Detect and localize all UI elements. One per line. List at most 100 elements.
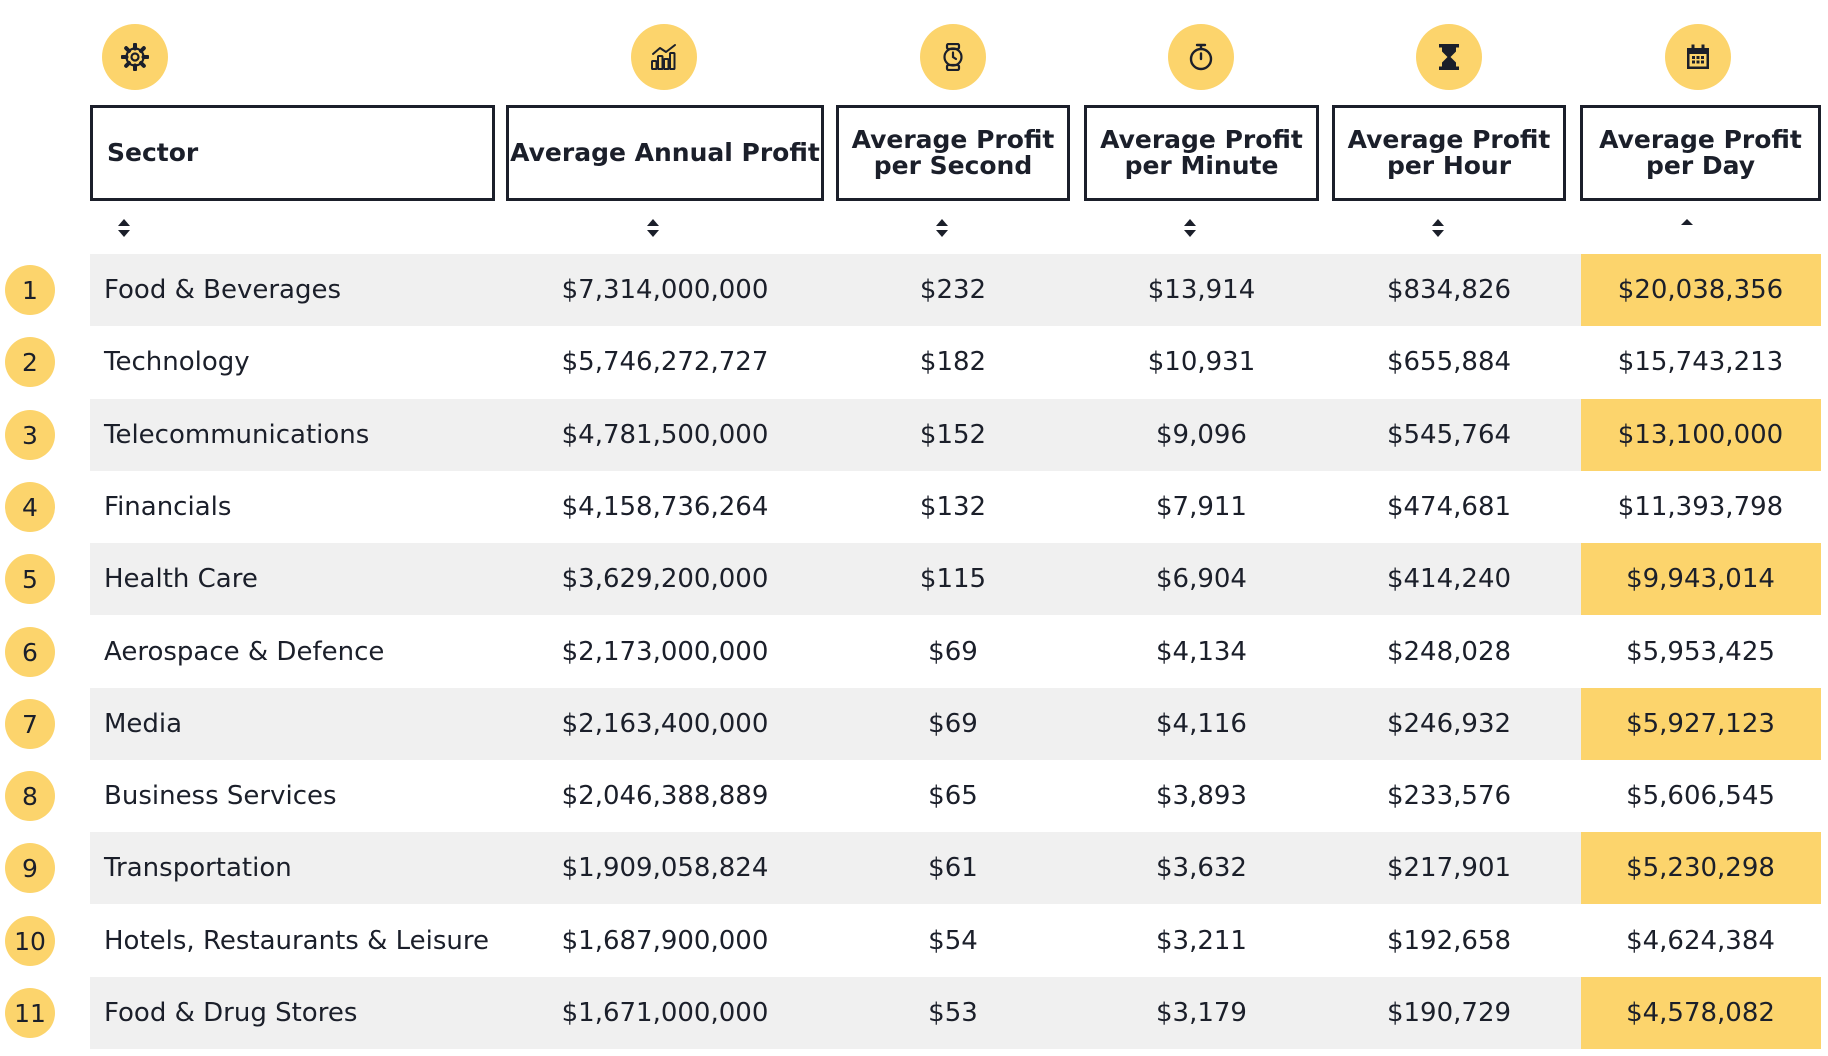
sort-icon[interactable]: [1430, 216, 1446, 240]
table-cell-annual: $5,746,272,727: [561, 347, 769, 377]
table-cell-annual: $3,629,200,000: [561, 564, 769, 594]
table-cell-annual: $1,671,000,000: [561, 998, 769, 1028]
table-cell-second: $232: [919, 275, 987, 305]
table-cell-hour: $834,826: [1386, 275, 1512, 305]
calendar-icon: [1687, 44, 1709, 69]
table-cell-annual: $2,046,388,889: [561, 781, 769, 811]
sorted-cell-highlight: [1581, 543, 1821, 615]
table-cell-sector: Business Services: [104, 781, 337, 811]
table-cell-minute: $9,096: [1156, 420, 1247, 450]
table-cell-hour: $414,240: [1386, 564, 1512, 594]
sorted-cell-highlight: [1581, 399, 1821, 471]
table-cell-minute: $3,211: [1156, 926, 1247, 956]
rank-badge: 2: [5, 337, 55, 387]
table-cell-second: $54: [928, 926, 978, 956]
table-cell-day: $5,606,545: [1626, 781, 1775, 811]
table-cell-minute: $4,116: [1156, 709, 1247, 739]
hourglass-icon: [1439, 44, 1459, 70]
table-cell-hour: $545,764: [1386, 420, 1512, 450]
table-cell-annual: $7,314,000,000: [561, 275, 769, 305]
sort-icon[interactable]: [934, 216, 950, 240]
timer-icon: [1189, 43, 1213, 71]
table-cell-hour: $217,901: [1386, 853, 1512, 883]
header-icon-circle-3: [920, 24, 986, 90]
table-cell-sector: Media: [104, 709, 183, 739]
column-header-5[interactable]: Average Profit per Hour: [1332, 105, 1566, 201]
table-cell-day: $13,100,000: [1617, 420, 1784, 450]
header-icon-circle-2: [631, 24, 697, 90]
rank-badge: 1: [5, 265, 55, 315]
table-cell-hour: $246,932: [1386, 709, 1512, 739]
table-row-stripe: [90, 399, 1821, 471]
table-row-stripe: [90, 977, 1821, 1049]
rank-badge: 7: [5, 699, 55, 749]
column-header-2[interactable]: Average Annual Profit: [506, 105, 824, 201]
table-cell-annual: $1,909,058,824: [561, 853, 769, 883]
bar-chart-icon: [651, 44, 676, 70]
table-cell-minute: $7,911: [1156, 492, 1247, 522]
table-cell-sector: Food & Beverages: [104, 275, 342, 305]
header-icon-circle-1: [102, 24, 168, 90]
table-cell-hour: $474,681: [1386, 492, 1512, 522]
table-cell-day: $5,230,298: [1626, 853, 1775, 883]
table-cell-day: $5,953,425: [1626, 637, 1775, 667]
sorted-cell-highlight: [1581, 832, 1821, 904]
table-cell-sector: Technology: [104, 347, 250, 377]
table-cell-sector: Aerospace & Defence: [104, 637, 385, 667]
table-cell-day: $20,038,356: [1617, 275, 1784, 305]
rank-badge: 4: [5, 482, 55, 532]
column-header-3[interactable]: Average Profit per Second: [836, 105, 1070, 201]
table-cell-annual: $4,158,736,264: [561, 492, 769, 522]
table-cell-day: $4,578,082: [1626, 998, 1775, 1028]
gear-icon: [121, 43, 149, 71]
table-cell-annual: $2,173,000,000: [561, 637, 769, 667]
table-cell-second: $132: [919, 492, 987, 522]
table-cell-hour: $233,576: [1386, 781, 1512, 811]
table-cell-minute: $6,904: [1156, 564, 1247, 594]
table-row-stripe: [90, 543, 1821, 615]
sorted-cell-highlight: [1581, 977, 1821, 1049]
header-icon-circle-6: [1665, 24, 1731, 90]
table-cell-annual: $1,687,900,000: [561, 926, 769, 956]
table-row-stripe: [90, 688, 1821, 760]
table-cell-minute: $4,134: [1156, 637, 1247, 667]
table-cell-hour: $248,028: [1386, 637, 1512, 667]
table-cell-second: $182: [919, 347, 987, 377]
header-icon-circle-4: [1168, 24, 1234, 90]
rank-badge: 9: [5, 843, 55, 893]
header-icon-circle-5: [1416, 24, 1482, 90]
table-cell-sector: Financials: [104, 492, 232, 522]
table-cell-minute: $3,179: [1156, 998, 1247, 1028]
rank-badge: 5: [5, 554, 55, 604]
table-cell-minute: $10,931: [1147, 347, 1256, 377]
sort-icon[interactable]: [1182, 216, 1198, 240]
column-header-1[interactable]: Sector: [90, 105, 495, 201]
table-cell-second: $65: [928, 781, 978, 811]
table-row-stripe: [90, 832, 1821, 904]
table-cell-minute: $3,893: [1156, 781, 1247, 811]
column-header-4[interactable]: Average Profit per Minute: [1084, 105, 1319, 201]
table-cell-day: $15,743,213: [1617, 347, 1784, 377]
sorted-cell-highlight: [1581, 254, 1821, 326]
table-cell-day: $11,393,798: [1617, 492, 1784, 522]
table-cell-day: $9,943,014: [1626, 564, 1775, 594]
column-header-6[interactable]: Average Profit per Day: [1580, 105, 1821, 201]
stopwatch-icon: [943, 43, 963, 71]
sort-icon[interactable]: [645, 216, 661, 240]
sort-ascending-icon[interactable]: [1679, 216, 1695, 240]
table-cell-minute: $3,632: [1156, 853, 1247, 883]
table-cell-second: $69: [928, 709, 978, 739]
rank-badge: 10: [5, 916, 55, 966]
table-cell-hour: $192,658: [1386, 926, 1512, 956]
table-cell-hour: $655,884: [1386, 347, 1512, 377]
table-cell-minute: $13,914: [1147, 275, 1256, 305]
table-cell-day: $5,927,123: [1626, 709, 1775, 739]
table-cell-annual: $4,781,500,000: [561, 420, 769, 450]
rank-badge: 6: [5, 627, 55, 677]
table-cell-sector: Health Care: [104, 564, 258, 594]
table-cell-second: $69: [928, 637, 978, 667]
sort-icon[interactable]: [116, 216, 132, 240]
table-cell-sector: Hotels, Restaurants & Leisure: [104, 926, 490, 956]
table-cell-second: $53: [928, 998, 978, 1028]
